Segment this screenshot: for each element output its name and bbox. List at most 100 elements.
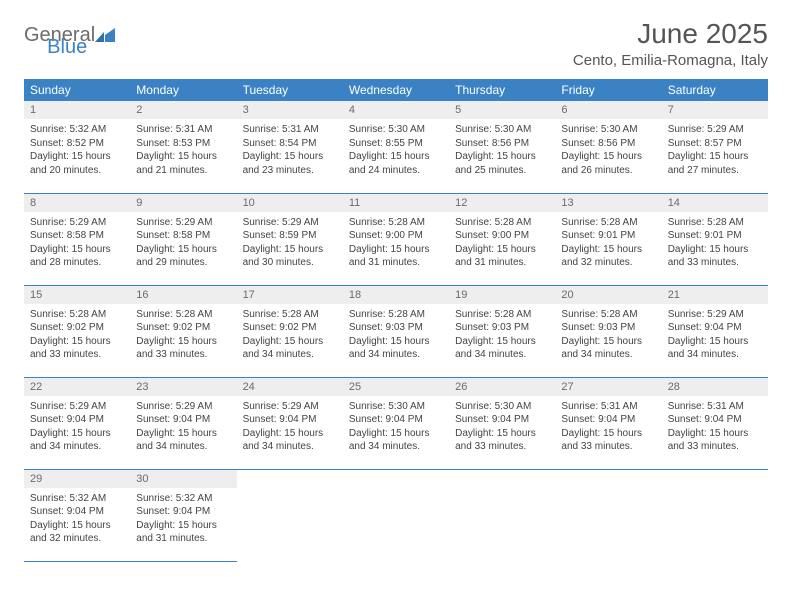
daylight-line: Daylight: 15 hours and 26 minutes. <box>561 150 655 177</box>
day-number: 22 <box>24 378 130 396</box>
sunset-line: Sunset: 8:55 PM <box>349 137 443 151</box>
day-details: Sunrise: 5:29 AMSunset: 8:57 PMDaylight:… <box>662 119 768 183</box>
sunset-line: Sunset: 8:56 PM <box>561 137 655 151</box>
day-number: 21 <box>662 286 768 304</box>
sunrise-line: Sunrise: 5:28 AM <box>30 308 124 322</box>
sunrise-line: Sunrise: 5:28 AM <box>455 216 549 230</box>
day-details: Sunrise: 5:28 AMSunset: 9:00 PMDaylight:… <box>343 212 449 276</box>
day-details: Sunrise: 5:30 AMSunset: 8:56 PMDaylight:… <box>555 119 661 183</box>
calendar-cell: 23Sunrise: 5:29 AMSunset: 9:04 PMDayligh… <box>130 377 236 469</box>
sunset-line: Sunset: 9:00 PM <box>349 229 443 243</box>
calendar-cell: 22Sunrise: 5:29 AMSunset: 9:04 PMDayligh… <box>24 377 130 469</box>
sunrise-line: Sunrise: 5:30 AM <box>349 123 443 137</box>
calendar-cell: 2Sunrise: 5:31 AMSunset: 8:53 PMDaylight… <box>130 101 236 193</box>
calendar-cell: 25Sunrise: 5:30 AMSunset: 9:04 PMDayligh… <box>343 377 449 469</box>
daylight-line: Daylight: 15 hours and 31 minutes. <box>136 519 230 546</box>
sunset-line: Sunset: 9:04 PM <box>668 321 762 335</box>
sunrise-line: Sunrise: 5:32 AM <box>136 492 230 506</box>
calendar-cell: 1Sunrise: 5:32 AMSunset: 8:52 PMDaylight… <box>24 101 130 193</box>
day-details: Sunrise: 5:31 AMSunset: 9:04 PMDaylight:… <box>662 396 768 460</box>
day-number: 8 <box>24 194 130 212</box>
weekday-header: Tuesday <box>237 79 343 101</box>
sunrise-line: Sunrise: 5:28 AM <box>561 216 655 230</box>
sunset-line: Sunset: 9:03 PM <box>561 321 655 335</box>
day-details: Sunrise: 5:31 AMSunset: 8:54 PMDaylight:… <box>237 119 343 183</box>
sunset-line: Sunset: 9:03 PM <box>349 321 443 335</box>
day-details: Sunrise: 5:28 AMSunset: 9:03 PMDaylight:… <box>449 304 555 368</box>
daylight-line: Daylight: 15 hours and 33 minutes. <box>561 427 655 454</box>
sunrise-line: Sunrise: 5:31 AM <box>243 123 337 137</box>
daylight-line: Daylight: 15 hours and 33 minutes. <box>136 335 230 362</box>
sunrise-line: Sunrise: 5:28 AM <box>243 308 337 322</box>
sunset-line: Sunset: 8:53 PM <box>136 137 230 151</box>
sunrise-line: Sunrise: 5:29 AM <box>136 216 230 230</box>
calendar-table: SundayMondayTuesdayWednesdayThursdayFrid… <box>24 79 768 562</box>
calendar-body: 1Sunrise: 5:32 AMSunset: 8:52 PMDaylight… <box>24 101 768 561</box>
sunset-line: Sunset: 9:02 PM <box>30 321 124 335</box>
day-number: 16 <box>130 286 236 304</box>
sunrise-line: Sunrise: 5:31 AM <box>668 400 762 414</box>
calendar-cell: 7Sunrise: 5:29 AMSunset: 8:57 PMDaylight… <box>662 101 768 193</box>
sunset-line: Sunset: 9:04 PM <box>349 413 443 427</box>
sunrise-line: Sunrise: 5:29 AM <box>668 123 762 137</box>
sunrise-line: Sunrise: 5:29 AM <box>30 216 124 230</box>
daylight-line: Daylight: 15 hours and 34 minutes. <box>30 427 124 454</box>
sunrise-line: Sunrise: 5:31 AM <box>561 400 655 414</box>
calendar-cell: 4Sunrise: 5:30 AMSunset: 8:55 PMDaylight… <box>343 101 449 193</box>
sunrise-line: Sunrise: 5:28 AM <box>136 308 230 322</box>
day-details: Sunrise: 5:29 AMSunset: 9:04 PMDaylight:… <box>24 396 130 460</box>
day-number: 3 <box>237 101 343 119</box>
day-details: Sunrise: 5:30 AMSunset: 8:55 PMDaylight:… <box>343 119 449 183</box>
day-details: Sunrise: 5:29 AMSunset: 9:04 PMDaylight:… <box>130 396 236 460</box>
day-details: Sunrise: 5:30 AMSunset: 9:04 PMDaylight:… <box>343 396 449 460</box>
day-number: 29 <box>24 470 130 488</box>
location-label: Cento, Emilia-Romagna, Italy <box>573 52 768 69</box>
day-details: Sunrise: 5:28 AMSunset: 9:02 PMDaylight:… <box>24 304 130 368</box>
sunset-line: Sunset: 9:00 PM <box>455 229 549 243</box>
sunset-line: Sunset: 9:04 PM <box>561 413 655 427</box>
day-number: 10 <box>237 194 343 212</box>
calendar-cell <box>555 469 661 561</box>
sunrise-line: Sunrise: 5:28 AM <box>349 308 443 322</box>
sunset-line: Sunset: 8:52 PM <box>30 137 124 151</box>
calendar-row: 1Sunrise: 5:32 AMSunset: 8:52 PMDaylight… <box>24 101 768 193</box>
day-details: Sunrise: 5:29 AMSunset: 9:04 PMDaylight:… <box>237 396 343 460</box>
calendar-page: General Blue June 2025 Cento, Emilia-Rom… <box>0 0 792 580</box>
sunrise-line: Sunrise: 5:29 AM <box>30 400 124 414</box>
sunset-line: Sunset: 8:54 PM <box>243 137 337 151</box>
daylight-line: Daylight: 15 hours and 34 minutes. <box>349 427 443 454</box>
day-number: 18 <box>343 286 449 304</box>
sunrise-line: Sunrise: 5:28 AM <box>668 216 762 230</box>
sunrise-line: Sunrise: 5:30 AM <box>455 400 549 414</box>
sunrise-line: Sunrise: 5:29 AM <box>243 400 337 414</box>
calendar-cell <box>343 469 449 561</box>
day-details: Sunrise: 5:32 AMSunset: 9:04 PMDaylight:… <box>130 488 236 552</box>
sunrise-line: Sunrise: 5:30 AM <box>455 123 549 137</box>
daylight-line: Daylight: 15 hours and 33 minutes. <box>30 335 124 362</box>
day-details: Sunrise: 5:30 AMSunset: 9:04 PMDaylight:… <box>449 396 555 460</box>
day-number: 15 <box>24 286 130 304</box>
sunrise-line: Sunrise: 5:29 AM <box>668 308 762 322</box>
day-number: 17 <box>237 286 343 304</box>
day-details: Sunrise: 5:29 AMSunset: 9:04 PMDaylight:… <box>662 304 768 368</box>
daylight-line: Daylight: 15 hours and 33 minutes. <box>668 243 762 270</box>
weekday-header: Friday <box>555 79 661 101</box>
day-number: 13 <box>555 194 661 212</box>
weekday-header: Sunday <box>24 79 130 101</box>
sunset-line: Sunset: 9:01 PM <box>561 229 655 243</box>
daylight-line: Daylight: 15 hours and 30 minutes. <box>243 243 337 270</box>
day-number: 25 <box>343 378 449 396</box>
sunrise-line: Sunrise: 5:30 AM <box>561 123 655 137</box>
day-number: 12 <box>449 194 555 212</box>
daylight-line: Daylight: 15 hours and 34 minutes. <box>136 427 230 454</box>
day-number: 19 <box>449 286 555 304</box>
day-details: Sunrise: 5:28 AMSunset: 9:01 PMDaylight:… <box>662 212 768 276</box>
daylight-line: Daylight: 15 hours and 32 minutes. <box>30 519 124 546</box>
daylight-line: Daylight: 15 hours and 31 minutes. <box>349 243 443 270</box>
sunset-line: Sunset: 9:02 PM <box>136 321 230 335</box>
calendar-cell: 29Sunrise: 5:32 AMSunset: 9:04 PMDayligh… <box>24 469 130 561</box>
day-number: 14 <box>662 194 768 212</box>
calendar-cell: 20Sunrise: 5:28 AMSunset: 9:03 PMDayligh… <box>555 285 661 377</box>
sunset-line: Sunset: 9:04 PM <box>30 413 124 427</box>
sunset-line: Sunset: 9:03 PM <box>455 321 549 335</box>
